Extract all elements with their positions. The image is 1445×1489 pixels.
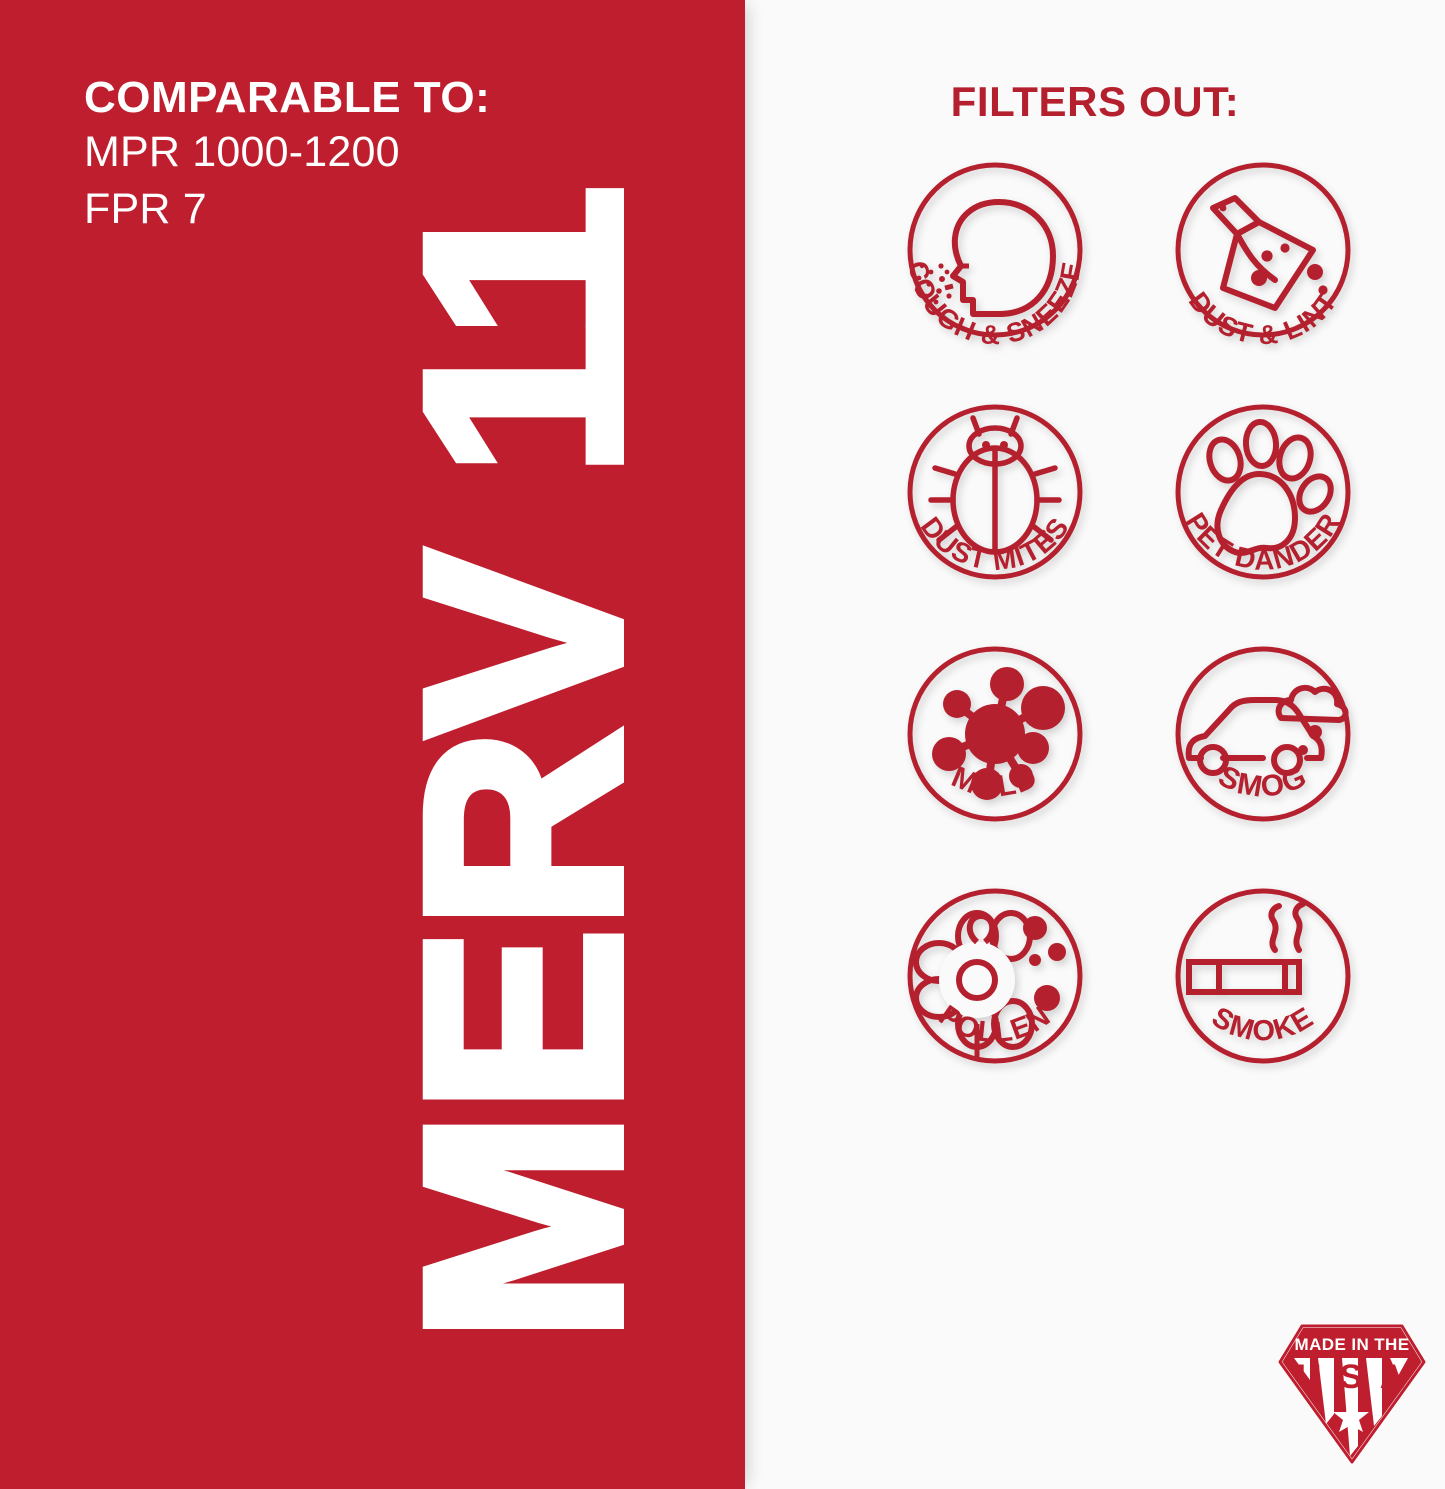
paw-print-icon: PET DANDER [1175, 404, 1351, 580]
filter-item-smoke: SMOKE [1163, 874, 1363, 1106]
filter-label-mold: MOLD [947, 760, 1042, 804]
svg-text:SMOKE: SMOKE [1206, 1001, 1320, 1047]
filter-icon-row: POLLEN [895, 874, 1365, 1106]
usa-badge-letter-s: S [1340, 1358, 1363, 1396]
filters-out-heading: FILTERS OUT: [950, 78, 1240, 125]
filter-item-pet-dander: PET DANDER [1163, 390, 1363, 622]
filter-item-dust-lint: DUST & LINT [1163, 148, 1363, 380]
comparable-to-block: COMPARABLE TO: MPR 1000-1200 FPR 7 [84, 72, 684, 237]
filter-item-mold: MOLD [895, 632, 1095, 864]
usa-badge-letter-a: A [1380, 1358, 1405, 1396]
filter-icon-row: MOLD [895, 632, 1365, 864]
svg-text:SMOG: SMOG [1213, 760, 1313, 804]
dust-mite-bug-icon: DUST MITES [907, 404, 1083, 580]
merv-rating-text: MERV 11 [362, 182, 683, 1347]
filter-label-cough-sneeze: COUGH & SNEEZE [903, 259, 1086, 351]
made-in-usa-badge: MADE IN THE U S A [1272, 1318, 1432, 1470]
filter-label-dust-lint: DUST & LINT [1183, 286, 1342, 350]
filter-icon-row: DUST MITES [895, 390, 1365, 622]
made-in-usa-shield-icon: MADE IN THE U S A [1278, 1324, 1426, 1464]
usa-badge-top-text: MADE IN THE [1295, 1335, 1410, 1354]
head-sneeze-icon: COUGH & SNEEZE [903, 162, 1088, 351]
svg-text:PET DANDER: PET DANDER [1180, 507, 1347, 576]
merv-rating-panel: COMPARABLE TO: MPR 1000-1200 FPR 7 MERV … [0, 0, 745, 1489]
comparable-line-mpr: MPR 1000-1200 [84, 127, 400, 176]
merv-text-container: MERV 11 [362, 182, 683, 1347]
svg-text:COUGH & SNEEZE: COUGH & SNEEZE [903, 259, 1088, 351]
filter-label-smog: SMOG [1213, 760, 1311, 804]
comparable-heading: COMPARABLE TO: [84, 73, 491, 122]
dustpan-brush-icon: DUST & LINT [1175, 162, 1351, 351]
filter-item-cough-sneeze: COUGH & SNEEZE [895, 148, 1095, 380]
filter-item-dust-mites: DUST MITES [895, 390, 1095, 622]
car-exhaust-icon: SMOG [1175, 646, 1351, 822]
cigarette-smoke-icon: SMOKE [1175, 888, 1351, 1064]
svg-text:MOLD: MOLD [947, 760, 1043, 804]
svg-text:DUST & LINT: DUST & LINT [1183, 286, 1343, 350]
comparable-line-fpr: FPR 7 [84, 184, 207, 233]
filter-icon-grid: COUGH & SNEEZE [895, 148, 1365, 1116]
mold-spore-icon: MOLD [907, 646, 1083, 822]
flower-pollen-icon: POLLEN [907, 888, 1083, 1064]
filter-item-pollen: POLLEN [895, 874, 1095, 1106]
usa-badge-star-icon [1333, 1400, 1369, 1432]
filter-label-pet-dander: PET DANDER [1180, 507, 1346, 576]
usa-badge-letter-u: U [1297, 1358, 1322, 1396]
filter-item-smog: SMOG [1163, 632, 1363, 864]
filters-out-panel: FILTERS OUT: [745, 0, 1445, 1489]
filter-label-smoke: SMOKE [1206, 1001, 1318, 1047]
filter-icon-row: COUGH & SNEEZE [895, 148, 1365, 380]
